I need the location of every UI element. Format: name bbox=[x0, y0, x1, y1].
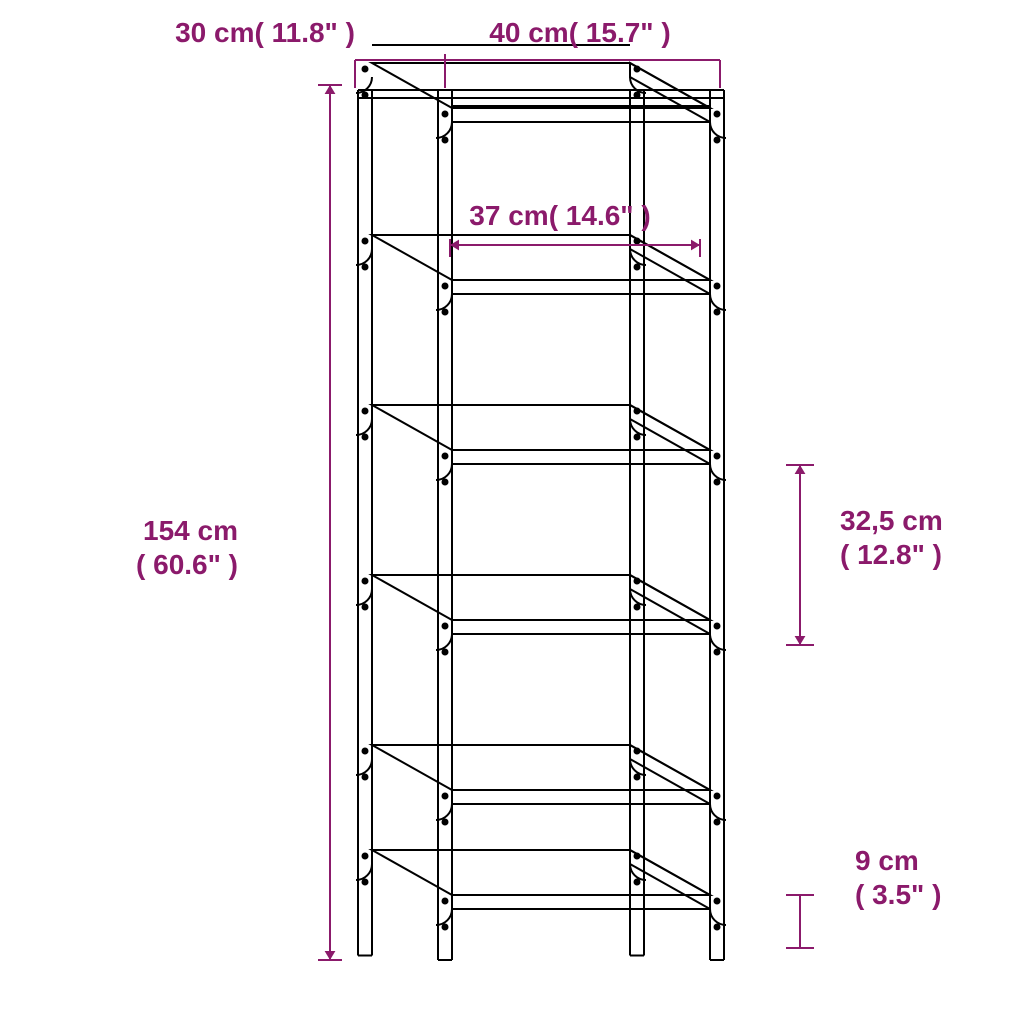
svg-text:32,5 cm( 12.8" ): 32,5 cm( 12.8" ) bbox=[840, 505, 943, 570]
svg-text:30 cm( 11.8" ): 30 cm( 11.8" ) bbox=[175, 17, 355, 48]
shelf-unit bbox=[356, 45, 726, 960]
dimension-depth: 30 cm( 11.8" ) bbox=[175, 17, 355, 48]
svg-text:40 cm( 15.7" ): 40 cm( 15.7" ) bbox=[489, 17, 670, 48]
dimension-clearance: 9 cm( 3.5" ) bbox=[855, 845, 941, 910]
dimension-shelf_width: 37 cm( 14.6" ) bbox=[469, 200, 650, 231]
dimension-height: 154 cm( 60.6" ) bbox=[136, 515, 238, 580]
dimension-gap: 32,5 cm( 12.8" ) bbox=[840, 505, 943, 570]
svg-text:37 cm( 14.6" ): 37 cm( 14.6" ) bbox=[469, 200, 650, 231]
svg-text:154 cm( 60.6" ): 154 cm( 60.6" ) bbox=[136, 515, 238, 580]
diagram-canvas: 30 cm( 11.8" ) 40 cm( 15.7" ) 37 cm( 14.6"… bbox=[0, 0, 1024, 1024]
dimension-width: 40 cm( 15.7" ) bbox=[489, 17, 670, 48]
svg-text:9 cm( 3.5" ): 9 cm( 3.5" ) bbox=[855, 845, 941, 910]
